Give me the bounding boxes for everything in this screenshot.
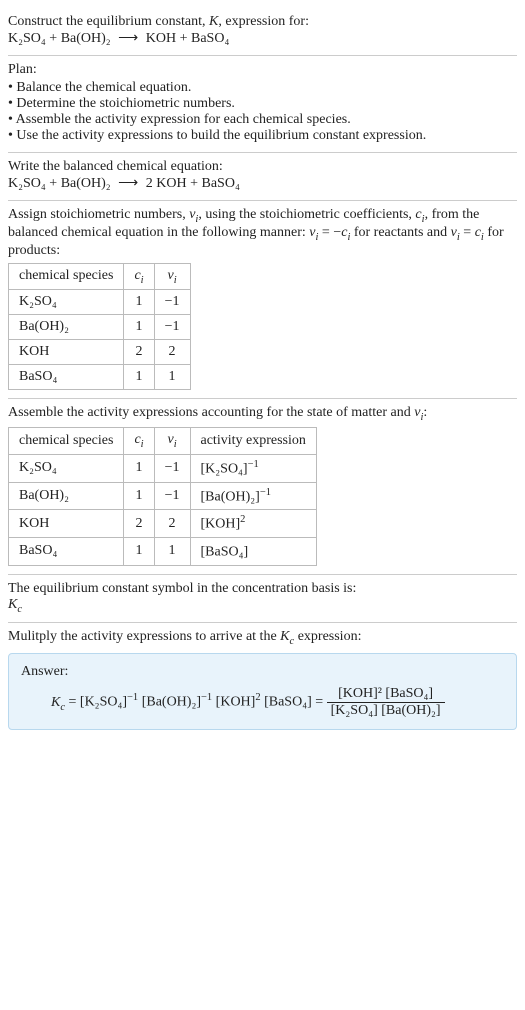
table-row: BaSO₄ 1 1 [BaSO₄] [9, 537, 317, 565]
table-row: KOH 2 2 [KOH]2 [9, 510, 317, 538]
answer-box: Answer: Kc = [K₂SO₄]−1 [Ba(OH)₂]−1 [KOH]… [8, 653, 517, 730]
cell-vi: 1 [154, 365, 190, 390]
answer-section: Mulitply the activity expressions to arr… [8, 623, 517, 738]
cell-vi: 2 [154, 510, 190, 538]
table-row: K₂SO₄ 1 −1 [9, 290, 191, 315]
plan-heading: Plan: [8, 62, 517, 78]
table-header-row: chemical species ci νi activity expressi… [9, 428, 317, 455]
reactant-1: K₂SO₄ [8, 31, 46, 46]
unbalanced-equation: K₂SO₄ + Ba(OH)₂ ⟶ KOH + BaSO₄ [8, 30, 517, 47]
plan-item: Use the activity expressions to build th… [8, 128, 517, 144]
cell-species: BaSO₄ [9, 365, 124, 390]
cell-activity: [K₂SO₄]−1 [190, 454, 316, 482]
plan-item: Determine the stoichiometric numbers. [8, 96, 517, 112]
cell-vi: 2 [154, 340, 190, 365]
cell-vi: −1 [154, 315, 190, 340]
cell-species: Ba(OH)₂ [9, 482, 124, 510]
cell-species: K₂SO₄ [9, 290, 124, 315]
reactant-2: Ba(OH)₂ [61, 176, 111, 191]
cell-ci: 2 [124, 340, 154, 365]
fraction-denominator: [K₂SO₄] [Ba(OH)₂] [327, 703, 445, 719]
arrow-icon: ⟶ [114, 176, 142, 191]
cell-activity: [BaSO₄] [190, 537, 316, 565]
cell-vi: 1 [154, 537, 190, 565]
cell-species: KOH [9, 510, 124, 538]
cell-ci: 1 [124, 454, 154, 482]
col-vi: νi [154, 263, 190, 290]
table-row: BaSO₄ 1 1 [9, 365, 191, 390]
col-activity: activity expression [190, 428, 316, 455]
cell-ci: 1 [124, 290, 154, 315]
prompt-section: Construct the equilibrium constant, K, e… [8, 8, 517, 55]
cell-activity: [Ba(OH)₂]−1 [190, 482, 316, 510]
cell-activity: [KOH]2 [190, 510, 316, 538]
cell-species: Ba(OH)₂ [9, 315, 124, 340]
symbol-section: The equilibrium constant symbol in the c… [8, 575, 517, 623]
product-2: BaSO₄ [202, 176, 240, 191]
product-2: BaSO₄ [191, 31, 229, 46]
cell-ci: 2 [124, 510, 154, 538]
product-1: KOH [146, 31, 176, 46]
arrow-icon: ⟶ [114, 31, 142, 46]
stoich-section: Assign stoichiometric numbers, νi, using… [8, 201, 517, 398]
balanced-equation: K₂SO₄ + Ba(OH)₂ ⟶ 2 KOH + BaSO₄ [8, 175, 517, 192]
cell-vi: −1 [154, 290, 190, 315]
col-vi: νi [154, 428, 190, 455]
plan-list: Balance the chemical equation. Determine… [8, 80, 517, 144]
table-row: Ba(OH)₂ 1 −1 [Ba(OH)₂]−1 [9, 482, 317, 510]
cell-species: KOH [9, 340, 124, 365]
plan-item: Balance the chemical equation. [8, 80, 517, 96]
cell-vi: −1 [154, 482, 190, 510]
product-1: 2 KOH [146, 176, 187, 191]
cell-ci: 1 [124, 482, 154, 510]
balanced-heading: Write the balanced chemical equation: [8, 159, 517, 175]
cell-ci: 1 [124, 365, 154, 390]
col-ci: ci [124, 263, 154, 290]
cell-vi: −1 [154, 454, 190, 482]
col-ci: ci [124, 428, 154, 455]
table-row: Ba(OH)₂ 1 −1 [9, 315, 191, 340]
stoich-table: chemical species ci νi K₂SO₄ 1 −1 Ba(OH)… [8, 263, 191, 391]
plan-item: Assemble the activity expression for eac… [8, 112, 517, 128]
reactant-1: K₂SO₄ [8, 176, 46, 191]
plan-section: Plan: Balance the chemical equation. Det… [8, 56, 517, 152]
answer-label: Answer: [21, 664, 504, 680]
activity-table: chemical species ci νi activity expressi… [8, 427, 317, 565]
symbol-line1: The equilibrium constant symbol in the c… [8, 581, 517, 597]
prompt-line1: Construct the equilibrium constant, K, e… [8, 14, 517, 30]
balanced-section: Write the balanced chemical equation: K₂… [8, 153, 517, 200]
reactant-2: Ba(OH)₂ [61, 31, 111, 46]
answer-expression: Kc = [K₂SO₄]−1 [Ba(OH)₂]−1 [KOH]2 [BaSO₄… [21, 686, 504, 719]
col-species: chemical species [9, 263, 124, 290]
cell-ci: 1 [124, 315, 154, 340]
answer-fraction: [KOH]² [BaSO₄] [K₂SO₄] [Ba(OH)₂] [327, 686, 445, 719]
table-row: KOH 2 2 [9, 340, 191, 365]
cell-ci: 1 [124, 537, 154, 565]
activity-heading: Assemble the activity expressions accoun… [8, 405, 517, 423]
multiply-heading: Mulitply the activity expressions to arr… [8, 629, 517, 647]
cell-species: K₂SO₄ [9, 454, 124, 482]
activity-section: Assemble the activity expressions accoun… [8, 399, 517, 573]
cell-species: BaSO₄ [9, 537, 124, 565]
stoich-heading: Assign stoichiometric numbers, νi, using… [8, 207, 517, 259]
symbol-kc: Kc [8, 597, 517, 615]
col-species: chemical species [9, 428, 124, 455]
table-row: K₂SO₄ 1 −1 [K₂SO₄]−1 [9, 454, 317, 482]
fraction-numerator: [KOH]² [BaSO₄] [327, 686, 445, 703]
table-header-row: chemical species ci νi [9, 263, 191, 290]
